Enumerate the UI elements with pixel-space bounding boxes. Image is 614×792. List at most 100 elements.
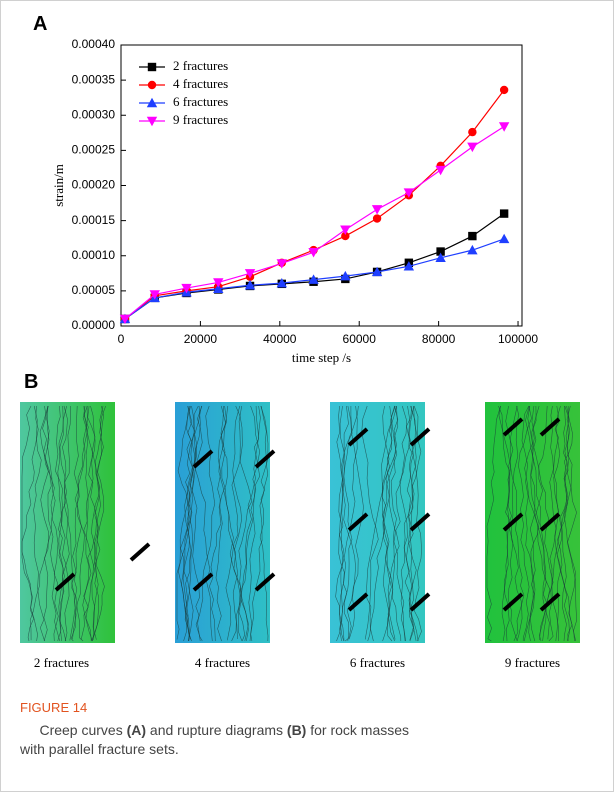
caption-text: Creep curves (39, 722, 126, 738)
x-tick-label: 100000 (498, 332, 538, 346)
marker (340, 270, 351, 281)
y-tick-label: 0.00000 (72, 318, 116, 332)
legend-label: 2 fractures (173, 58, 228, 73)
crack (529, 405, 540, 642)
crack (563, 405, 578, 642)
crack (220, 405, 243, 642)
marker (467, 244, 478, 255)
marker (213, 278, 224, 288)
marker (467, 142, 478, 153)
y-tick-label: 0.00030 (72, 107, 116, 121)
crack (57, 405, 67, 642)
marker (119, 314, 131, 325)
caption-line: with parallel fracture sets. (19, 741, 179, 757)
marker (371, 205, 383, 215)
crack (406, 405, 419, 641)
crack (550, 405, 570, 642)
crack (235, 405, 253, 642)
fracture (192, 449, 214, 469)
x-axis-label: time step /s (292, 350, 351, 365)
figure-number: FIGURE 14 (20, 700, 87, 715)
y-tick-label: 0.00005 (72, 283, 116, 297)
crack (21, 405, 39, 642)
crack (218, 405, 249, 642)
crack (345, 405, 364, 642)
legend-label: 9 fractures (173, 112, 228, 127)
caption-text: and rupture diagrams (146, 722, 287, 738)
y-tick-label: 0.00015 (72, 213, 116, 227)
marker (435, 165, 446, 176)
marker (276, 259, 287, 269)
y-tick-label: 0.00035 (72, 72, 116, 86)
marker (149, 290, 160, 300)
crack (385, 405, 406, 642)
marker (276, 277, 287, 288)
crack (336, 406, 353, 642)
crack (367, 405, 398, 642)
crack (486, 405, 501, 642)
crack (403, 405, 417, 642)
diagram-label: 9 fractures (505, 655, 560, 670)
fracture (409, 427, 431, 447)
crack (189, 405, 202, 642)
crack (185, 405, 195, 642)
crack (381, 405, 399, 640)
crack (91, 405, 104, 640)
crack (90, 405, 106, 642)
y-tick-label: 0.00010 (72, 248, 116, 262)
crack (232, 405, 243, 640)
crack (33, 405, 45, 642)
crack (335, 405, 345, 642)
fracture (254, 572, 276, 592)
marker (213, 283, 224, 293)
crack (342, 405, 356, 640)
crack (60, 405, 71, 642)
crack (225, 405, 242, 641)
crack (180, 405, 203, 642)
crack (382, 405, 394, 642)
crack (209, 405, 228, 642)
crack (72, 405, 82, 640)
crack (250, 405, 269, 642)
crack (560, 405, 569, 642)
fracture (502, 512, 524, 532)
panel-label: B (24, 371, 38, 393)
caption-ref: (A) (127, 722, 146, 738)
crack (366, 405, 393, 642)
crack (177, 405, 192, 642)
crack (548, 405, 572, 642)
fracture (409, 512, 431, 532)
crack (82, 405, 105, 642)
marker (403, 261, 415, 271)
crack (80, 405, 98, 640)
crack (339, 405, 358, 642)
marker (181, 283, 192, 294)
panel-label: A (33, 13, 47, 35)
crack (231, 405, 260, 642)
crack (518, 405, 532, 642)
fracture (502, 592, 524, 612)
x-tick-label: 40000 (263, 332, 297, 346)
crack (182, 405, 194, 640)
fracture (129, 542, 151, 562)
crack (248, 405, 261, 642)
legend-label: 4 fractures (173, 76, 228, 91)
crack (184, 405, 201, 642)
crack (507, 405, 518, 642)
x-tick-label: 0 (118, 332, 125, 346)
fracture (502, 417, 524, 437)
x-tick-label: 60000 (343, 332, 377, 346)
x-tick-label: 20000 (184, 332, 218, 346)
marker (499, 209, 509, 218)
crack (59, 405, 84, 642)
diagram-background (485, 402, 580, 643)
marker (147, 62, 157, 72)
fracture (539, 592, 561, 612)
marker (146, 97, 158, 108)
crack (42, 405, 59, 642)
crack (69, 405, 88, 641)
marker (498, 122, 510, 132)
